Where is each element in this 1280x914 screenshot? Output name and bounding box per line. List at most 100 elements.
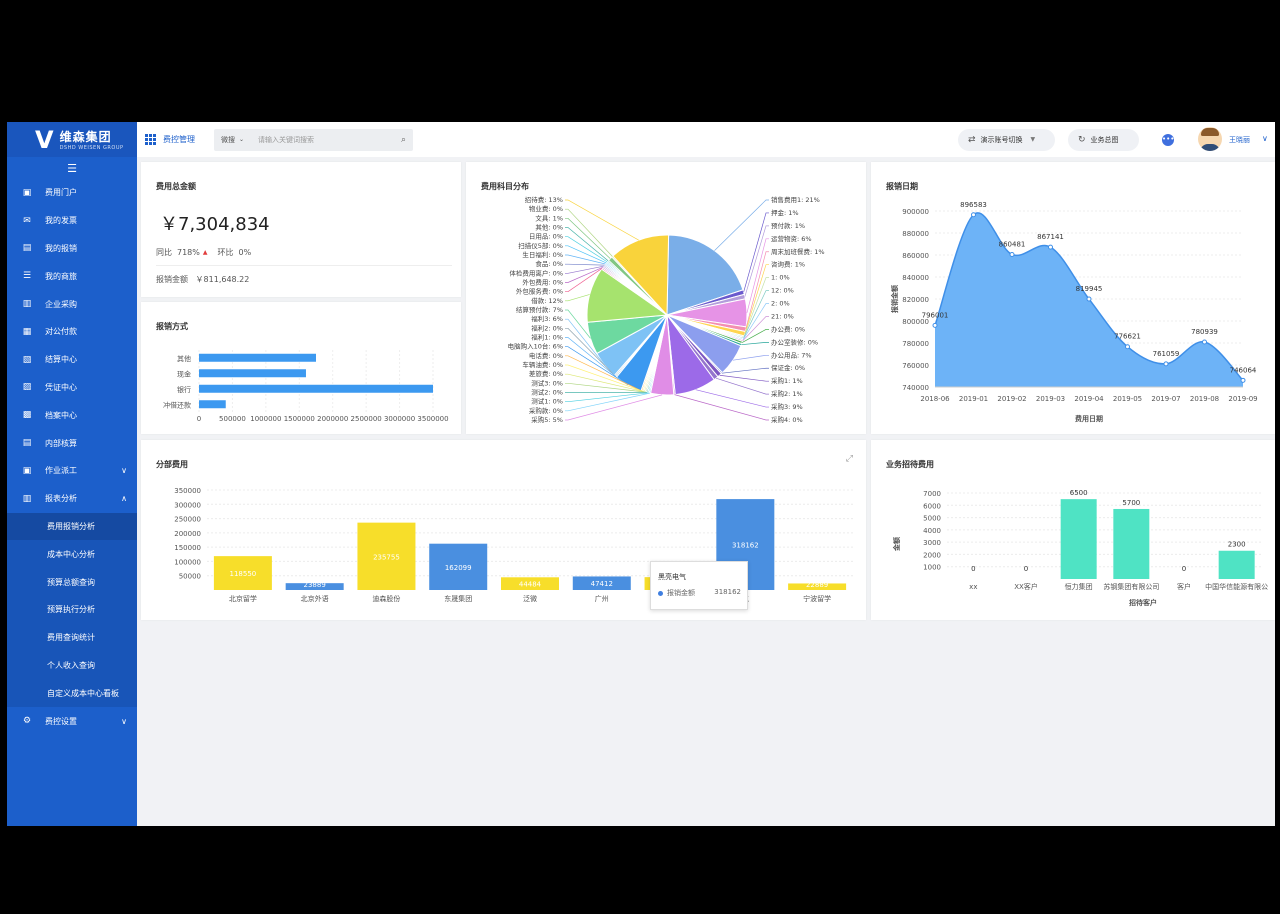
x-tick-label: 2019-04 xyxy=(1074,395,1104,403)
pie-label: 电脑购入10台: 6% xyxy=(508,342,563,351)
sidebar-item-label: 档案中心 xyxy=(45,410,77,420)
caret-down-icon: ▼ xyxy=(1030,136,1036,143)
pie-label: 采购1: 1% xyxy=(771,376,803,385)
pie-leader-line xyxy=(565,364,644,392)
data-label: 796001 xyxy=(922,311,949,319)
pie-leader-line xyxy=(565,265,604,274)
pie-leader-line xyxy=(565,327,616,376)
x-tick-label: 宁波留学 xyxy=(803,594,831,603)
sidebar-subitem-6[interactable]: 个人收入查询 xyxy=(7,651,137,680)
sidebar-subitem-1[interactable]: 费用报销分析 xyxy=(7,512,137,541)
data-point xyxy=(1009,251,1015,257)
sidebar-subitem-5[interactable]: 费用查询统计 xyxy=(7,623,137,652)
tick-label: 0 xyxy=(197,415,201,423)
y-tick-label: 840000 xyxy=(902,274,929,282)
y-tick-label: 150000 xyxy=(174,544,201,552)
apps-grid-icon[interactable] xyxy=(145,134,156,145)
sidebar-item-label: 内部核算 xyxy=(45,438,77,448)
search-icon[interactable]: ⌕ xyxy=(400,134,406,145)
pie-leader-line xyxy=(746,238,769,313)
expand-icon[interactable]: ⤢ xyxy=(845,454,853,464)
sidebar-item-2[interactable]: ✉ 我的发票 xyxy=(7,207,137,235)
y-tick-label: 820000 xyxy=(902,296,929,304)
y-tick-label: 1000 xyxy=(923,564,941,572)
pie-leader-line xyxy=(741,342,769,346)
sidebar-item-label: 对公付款 xyxy=(45,327,77,337)
chevron-up-icon: ∧ xyxy=(121,494,127,504)
username[interactable]: 王晓丽 xyxy=(1229,136,1250,144)
pie-leader-line xyxy=(565,199,639,241)
sidebar-item-label: 我的发票 xyxy=(45,216,77,226)
sidebar-item-9[interactable]: ▩ 档案中心 xyxy=(7,401,137,429)
category-label: 现金 xyxy=(177,369,191,378)
data-point xyxy=(1163,361,1169,367)
pie-slice xyxy=(612,234,670,317)
sidebar-item-1[interactable]: ▣ 费用门户 xyxy=(7,179,137,207)
y-axis-title: 报销金额 xyxy=(890,285,899,313)
search-scope-select[interactable]: 微搜 xyxy=(221,135,235,144)
pie-leader-line xyxy=(743,277,769,337)
sidebar-item-11[interactable]: ▣ 作业派工 ∨ xyxy=(7,457,137,485)
pie-leader-line xyxy=(565,337,617,377)
pie-leader-line xyxy=(744,264,769,334)
sidebar-item-8[interactable]: ▨ 凭证中心 xyxy=(7,374,137,402)
pie-leader-line xyxy=(565,309,591,339)
brand-subtitle: DSHD WEISEN GROUP xyxy=(59,145,124,151)
x-tick-label: 中国华信能源有限公 xyxy=(1205,582,1268,591)
pie-label: 1: 0% xyxy=(771,274,790,282)
pie-label: 文具: 1% xyxy=(535,213,563,222)
category-label: 其他 xyxy=(177,354,191,363)
pie-leader-line xyxy=(565,382,646,393)
sidebar-item-12[interactable]: ▥ 报表分析 ∧ xyxy=(7,485,137,513)
avatar[interactable] xyxy=(1198,127,1222,151)
pie-label: 销售费用1: 21% xyxy=(771,195,820,204)
x-axis-title: 招待客户 xyxy=(1129,598,1157,607)
chat-icon[interactable]: ••• xyxy=(1162,134,1174,146)
x-tick-label: 迪森股份 xyxy=(372,594,400,603)
yoy-value: 718% xyxy=(177,248,200,257)
sidebar-item-5[interactable]: ▥ 企业采购 xyxy=(7,290,137,318)
pie-slice xyxy=(666,234,744,316)
chevron-down-icon[interactable]: ⌄ xyxy=(239,136,245,143)
sidebar-subitem-3[interactable]: 预算总额查询 xyxy=(7,568,137,596)
pie-label: 预付款: 1% xyxy=(771,221,805,230)
pie-leader-line xyxy=(565,267,603,283)
data-point xyxy=(1086,296,1092,302)
sidebar-subitem-4[interactable]: 预算执行分析 xyxy=(7,595,137,624)
search-input[interactable]: 请输入关键词搜索 xyxy=(258,135,315,144)
x-tick-label: 恒力集团 xyxy=(1065,582,1093,591)
app-window: V 维森集团 DSHD WEISEN GROUP ☰ ▣ 费用门户 ✉ 我的发票 ▤ 我的… xyxy=(7,122,1275,826)
search-box[interactable]: 微搜 ⌄ 请输入关键词搜索 ⌕ xyxy=(214,128,413,151)
pie-leader-line xyxy=(742,316,769,341)
account-switch-label: 演示账号切换 xyxy=(980,135,1023,144)
pie-label: 招待费: 13% xyxy=(525,195,563,204)
sidebar-item-settings[interactable]: ⚙ 费控设置 ∨ xyxy=(7,707,137,735)
pie-leader-line xyxy=(565,227,609,262)
sidebar-subitem-7[interactable]: 自定义成本中心看板 xyxy=(7,679,137,708)
bar xyxy=(1218,550,1255,579)
pie-label: 福利2: 0% xyxy=(531,323,563,332)
brand-logo[interactable]: V 维森集团 DSHD WEISEN GROUP xyxy=(7,122,137,157)
data-label: 6500 xyxy=(1070,489,1088,497)
account-switch-button[interactable]: ⇄ 演示账号切换 ▼ xyxy=(958,128,1055,151)
data-point xyxy=(1125,344,1130,350)
pie-leader-line xyxy=(565,263,605,266)
module-title[interactable]: 费控管理 xyxy=(163,135,195,144)
business-overview-button[interactable]: ↻ 业务总图 xyxy=(1068,128,1139,151)
pie-label: 结算预付款: 7% xyxy=(516,305,563,314)
sidebar-item-label: 报表分析 xyxy=(45,494,77,504)
pie-leader-line xyxy=(565,268,603,293)
y-tick-label: 5000 xyxy=(923,515,941,523)
card-title: 报销方式 xyxy=(156,322,188,331)
sidebar-subitem-2[interactable]: 成本中心分析 xyxy=(7,540,137,569)
sidebar-item-6[interactable]: ▦ 对公付款 xyxy=(7,318,137,346)
sidebar-item-10[interactable]: ▤ 内部核算 xyxy=(7,429,137,457)
sidebar-item-4[interactable]: ☰ 我的商旅 xyxy=(7,262,137,290)
pie-label: 测试1: 0% xyxy=(531,397,563,406)
x-tick-label: XX客户 xyxy=(1014,582,1038,591)
sidebar-item-3[interactable]: ▤ 我的报销 xyxy=(7,235,137,263)
menu-icon[interactable]: ☰ xyxy=(67,161,77,175)
sidebar-item-7[interactable]: ▧ 结算中心 xyxy=(7,346,137,374)
bar xyxy=(357,522,416,590)
chevron-down-icon[interactable]: ∨ xyxy=(1262,134,1268,143)
